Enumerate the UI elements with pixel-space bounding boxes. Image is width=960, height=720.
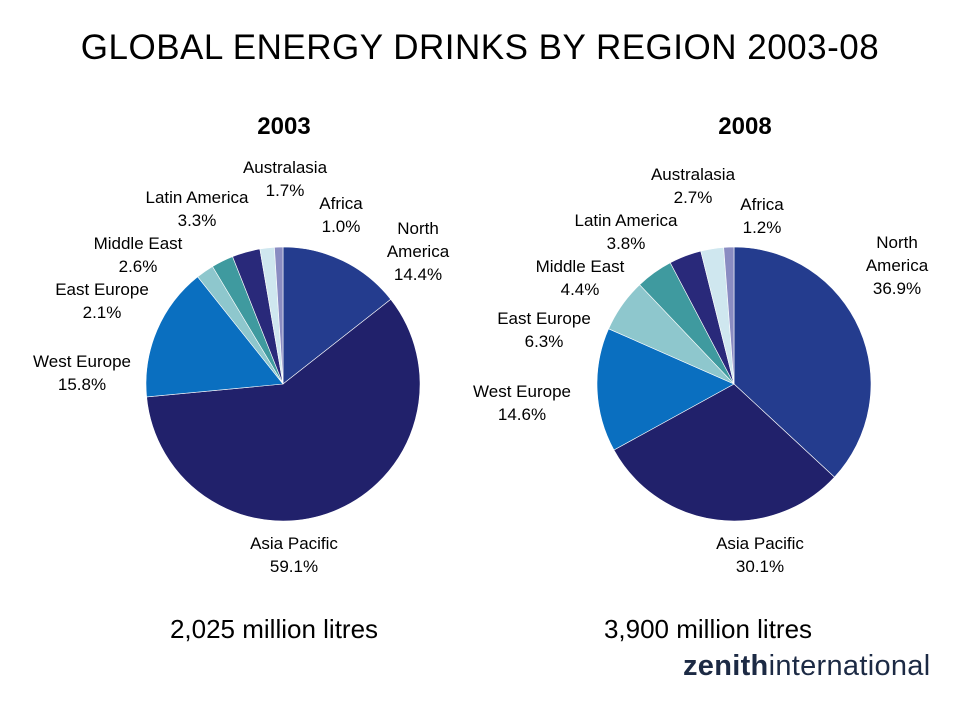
slice-value: 15.8%: [57, 375, 107, 394]
slice-value: 3.8%: [606, 234, 646, 253]
data-label-2003-east-europe: East Europe 2.1%: [55, 278, 149, 324]
slice-name: Africa: [740, 195, 784, 214]
slice-value: 1.0%: [321, 217, 361, 236]
slice-name: Australasia: [242, 158, 328, 177]
data-label-2003-west-europe: West Europe 15.8%: [33, 350, 131, 396]
slice-name: Africa: [319, 194, 363, 213]
slice-value: 6.3%: [524, 332, 564, 351]
slice-name: Asia Pacific: [250, 534, 338, 553]
data-label-2003-north-america: North America 14.4%: [387, 217, 449, 286]
slice-value: 2.6%: [118, 257, 158, 276]
pie-title-2008: 2008: [718, 113, 772, 140]
zenith-international-logo: zenithinternational: [683, 650, 931, 682]
data-label-2008-east-europe: East Europe 6.3%: [497, 307, 591, 353]
data-label-2008-latin-america: Latin America 3.8%: [575, 209, 678, 255]
data-label-2003-africa: Africa 1.0%: [319, 192, 362, 238]
slice-name: West Europe: [33, 352, 131, 371]
slice-name: East Europe: [55, 280, 149, 299]
slice-value: 3.3%: [177, 211, 217, 230]
slice-name: North America: [865, 233, 929, 275]
slice-name: Middle East: [535, 257, 625, 276]
slice-value: 2.1%: [82, 303, 122, 322]
slice-value: 14.6%: [497, 405, 547, 424]
slice-2003-africa: [274, 246, 284, 385]
slice-2008-north-america: [733, 246, 872, 478]
slice-value: 1.7%: [265, 181, 305, 200]
slice-name: Middle East: [93, 234, 183, 253]
slice-name: Latin America: [145, 188, 249, 207]
slice-2008-west-europe: [596, 328, 735, 451]
slice-2003-asia-pacific: [146, 298, 421, 522]
slice-2003-west-europe: [145, 276, 284, 398]
slice-name: West Europe: [473, 382, 571, 401]
slice-2008-asia-pacific: [613, 383, 835, 522]
slice-value: 59.1%: [269, 557, 319, 576]
data-label-2003-australasia: Australasia 1.7%: [243, 156, 327, 202]
pie-title-2003: 2003: [257, 113, 311, 140]
slice-value: 1.2%: [742, 218, 782, 237]
data-label-2003-asia-pacific: Asia Pacific 59.1%: [250, 532, 338, 578]
data-label-2003-latin-america: Latin America 3.3%: [146, 186, 249, 232]
data-label-2008-asia-pacific: Asia Pacific 30.1%: [716, 532, 804, 578]
slice-value: 36.9%: [872, 279, 922, 298]
total-2008: 3,900 million litres: [603, 614, 813, 644]
slice-name: Asia Pacific: [716, 534, 804, 553]
data-label-2008-west-europe: West Europe 14.6%: [473, 380, 571, 426]
slice-name: Australasia: [650, 165, 736, 184]
slice-2008-africa: [723, 246, 735, 385]
slice-value: 30.1%: [735, 557, 785, 576]
slide-title: GLOBAL ENERGY DRINKS BY REGION 2003-08: [80, 28, 880, 67]
data-label-2003-middle-east: Middle East 2.6%: [94, 232, 183, 278]
data-label-2008-australasia: Australasia 2.7%: [651, 163, 735, 209]
slice-name: East Europe: [497, 309, 591, 328]
slice-value: 2.7%: [673, 188, 713, 207]
slice-value: 14.4%: [393, 265, 443, 284]
total-2003: 2,025 million litres: [169, 614, 379, 644]
slice-name: North America: [386, 219, 450, 261]
slice-2003-north-america: [282, 246, 392, 385]
data-label-2008-north-america: North America 36.9%: [866, 231, 928, 300]
slice-value: 4.4%: [560, 280, 600, 299]
data-label-2008-africa: Africa 1.2%: [740, 193, 783, 239]
data-label-2008-middle-east: Middle East 4.4%: [536, 255, 625, 301]
slice-name: Latin America: [574, 211, 678, 230]
